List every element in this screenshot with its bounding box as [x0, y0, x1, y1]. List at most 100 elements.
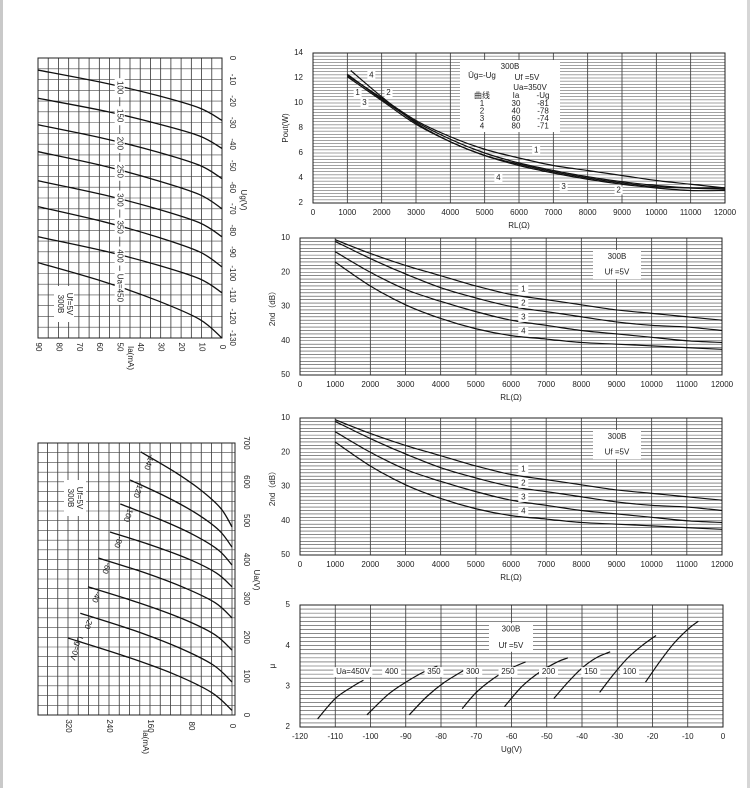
legend-title: 300B: [501, 62, 520, 71]
label-background: [384, 89, 393, 97]
chart-second-harmonic-a: 0 1000 2000 3000 4000 5000 6000 7000 8000 9000 100…: [268, 233, 734, 402]
label-background: [518, 327, 529, 337]
label-background: [518, 507, 529, 517]
x-tick-label: 0: [721, 732, 726, 741]
annotation-tube-type: 300B: [66, 489, 75, 508]
ug-tick-label: -40: [228, 138, 237, 150]
curve-label: 3: [521, 313, 526, 322]
curve-label: 100: [623, 667, 637, 676]
label-background: [518, 312, 529, 322]
curve-label: 2: [521, 479, 526, 488]
ug-tick-label: -30: [228, 117, 237, 129]
curve-label: 150: [584, 667, 598, 676]
x-tick-label: 6000: [510, 208, 528, 217]
curve-label: 4: [521, 327, 526, 336]
curve-label: 100: [116, 81, 125, 95]
plot-frame: [299, 604, 724, 728]
curve-ua-200: [37, 124, 223, 180]
ua-tick-label: 0: [242, 713, 251, 718]
legend-filament: Uf =5V: [605, 267, 630, 276]
x-tick-label: -100: [362, 732, 379, 741]
legend-filament: Uf =5V: [605, 447, 630, 456]
x-tick-label: 6000: [502, 560, 520, 569]
curve-label-background: [114, 78, 125, 98]
legend-header: 曲线: [474, 90, 490, 100]
curve-label: 1: [521, 284, 526, 293]
chart-second-harmonic-b: 0 1000 2000 3000 4000 5000 6000 7000 8000 9000 100…: [268, 413, 734, 582]
label-background: [581, 667, 601, 678]
curve-4: [334, 441, 723, 530]
ug-tick-label: 0: [228, 56, 237, 61]
ia-tick-label: 20: [177, 343, 186, 352]
label-background: [353, 89, 362, 97]
curve-7: [599, 635, 657, 693]
curve-1: [317, 679, 364, 720]
label-background: [559, 182, 568, 191]
curve-label-start: 1: [355, 88, 360, 97]
chart-plate-characteristics: 0 100 200 300 400 500 600 700 320 240 160 80 0 Ua(V) I…: [37, 436, 261, 754]
x-tick-label: -80: [435, 732, 447, 741]
curve-ug-20: [80, 612, 233, 683]
x-tick-label: 10000: [641, 380, 664, 389]
ug-tick-label: -130: [228, 330, 237, 347]
x-tick-label: -10: [682, 732, 694, 741]
curve-ua-100: [37, 69, 223, 122]
ia-tick-label: 50: [116, 343, 125, 352]
curve-label: 200: [542, 667, 556, 676]
curve-ua-150: [37, 97, 223, 150]
curve-2: [334, 420, 723, 512]
y-tick-label: 10: [281, 413, 290, 422]
y-tick-label: 40: [281, 336, 290, 345]
x-tick-label: 9000: [608, 560, 626, 569]
curve-4: [334, 261, 723, 350]
x-tick-label: 1000: [338, 208, 356, 217]
curve-2: [334, 240, 723, 332]
curve-1: [334, 239, 723, 321]
legend-filament: Uf =5V: [515, 73, 540, 82]
curve-3: [334, 251, 723, 344]
x-tick-label: 9000: [608, 380, 626, 389]
curve-ug-80: [109, 531, 233, 588]
x-tick-label: 2000: [361, 380, 379, 389]
legend-title: 300B: [608, 432, 627, 441]
y-axis-title: 2nd（dB）: [268, 287, 277, 326]
curve-ug-140: [140, 451, 233, 528]
curve-label: Ua=450: [116, 274, 125, 303]
curve-label-start: 2: [386, 88, 391, 97]
page-edge-right: [747, 0, 750, 788]
y-tick-label: 20: [281, 267, 290, 276]
y-tick-label: 20: [281, 447, 290, 456]
y-tick-label: 14: [294, 48, 303, 57]
x-tick-label: 8000: [572, 560, 590, 569]
x-tick-label: 0: [298, 380, 303, 389]
x-tick-label: -60: [506, 732, 518, 741]
legend-cell: -71: [537, 122, 549, 131]
ia-tick-label: 30: [157, 343, 166, 352]
ug-tick-label: -80: [228, 225, 237, 237]
x-tick-label: 7000: [544, 208, 562, 217]
curve-4: [461, 661, 526, 710]
x-tick-label: 3000: [397, 560, 415, 569]
x-tick-label: 9000: [613, 208, 631, 217]
ia-axis-title: Ia(mA): [141, 730, 150, 754]
legend-cell: 30: [512, 99, 521, 108]
x-tick-label: -50: [541, 732, 553, 741]
curve-label-background: [114, 217, 125, 237]
x-tick-label: 12000: [711, 380, 734, 389]
curve-3: [408, 668, 466, 716]
legend-cell: -74: [537, 114, 549, 123]
x-tick-label: -120: [292, 732, 309, 741]
ia-tick-label: 0: [228, 724, 237, 729]
x-tick-label: 0: [311, 208, 316, 217]
y-tick-label: 12: [294, 73, 303, 82]
curve-label: 4: [521, 507, 526, 516]
curve-label: 1: [534, 146, 539, 155]
curve-ug-120: [129, 479, 233, 548]
x-tick-label: 3000: [407, 208, 425, 217]
x-axis-title: RL(Ω): [500, 393, 522, 402]
curve-ua-450: [37, 261, 223, 339]
ua-tick-label: 200: [242, 631, 251, 645]
y-tick-label: 5: [286, 600, 291, 609]
legend-header: -Ug: [537, 91, 550, 100]
x-tick-label: 10000: [641, 560, 664, 569]
